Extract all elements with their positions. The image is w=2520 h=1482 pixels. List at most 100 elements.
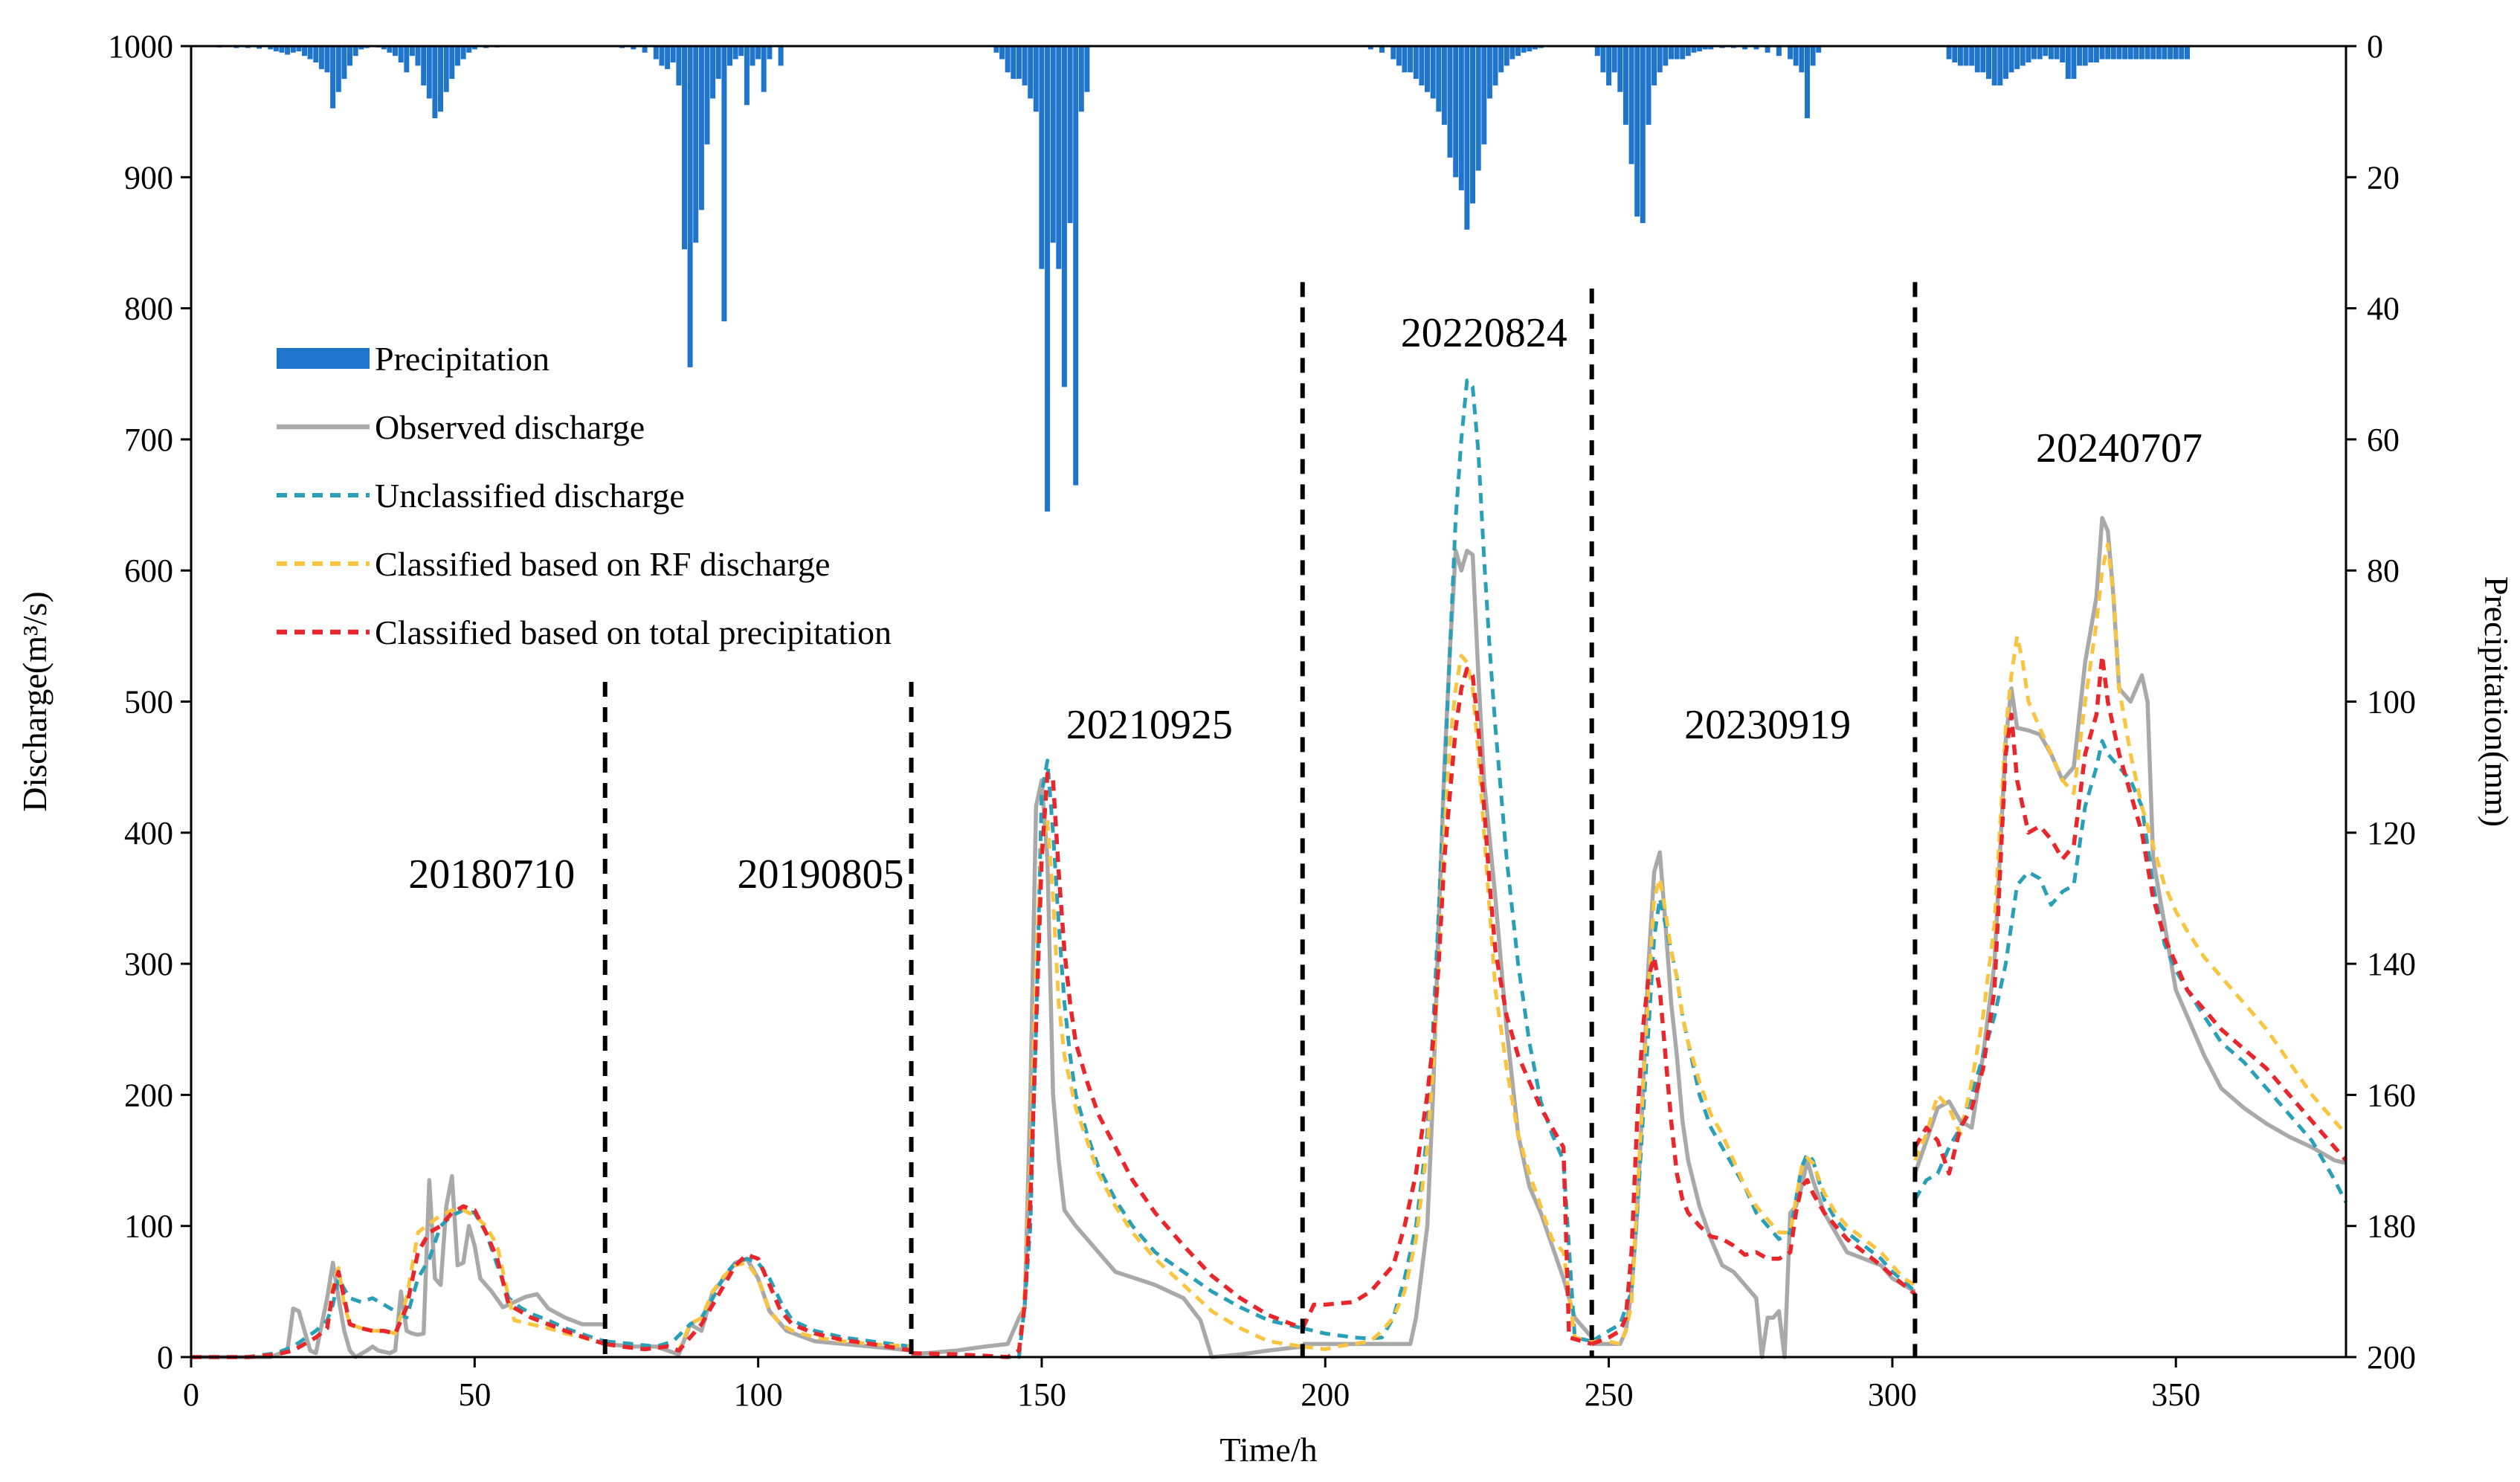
precip-bar [999, 46, 1005, 59]
series-line-tp [911, 771, 1303, 1359]
precip-bar [1799, 46, 1805, 73]
precip-bar [347, 46, 352, 66]
precip-bar [2179, 46, 2185, 59]
event-label: 20210925 [1066, 702, 1233, 748]
precip-bar [398, 46, 404, 62]
x-tick-label: 200 [1301, 1376, 1350, 1413]
y2-tick-label: 40 [2367, 291, 2400, 327]
precip-bar [1436, 46, 1442, 112]
series-tp [191, 654, 2348, 1359]
x-tick-label: 150 [1017, 1376, 1066, 1413]
precip-bar [1515, 46, 1521, 57]
precip-bar [2008, 46, 2014, 73]
y2-tick-label: 160 [2367, 1077, 2416, 1113]
precip-bar [415, 46, 421, 66]
precip-bar [1991, 46, 1997, 86]
precip-bar [1680, 46, 1686, 59]
precip-bar [285, 46, 291, 55]
precip-bar [1957, 46, 1963, 66]
precip-bar [1022, 46, 1028, 86]
precip-bar [1396, 46, 1402, 66]
y-tick-label: 500 [124, 684, 173, 721]
event-label: 20180710 [408, 851, 575, 898]
x-tick-label: 50 [458, 1376, 491, 1413]
precip-bar [2065, 46, 2071, 80]
precip-bar [1532, 46, 1538, 50]
precip-bar [767, 46, 773, 59]
precip-bar [1611, 46, 1617, 73]
precip-bar [1708, 46, 1714, 50]
x-tick-label: 300 [1868, 1376, 1917, 1413]
precip-bar [268, 46, 274, 50]
y2-tick-label: 200 [2367, 1339, 2416, 1376]
precip-bar [296, 46, 302, 52]
y-tick-label: 300 [124, 946, 173, 982]
precip-bar [1061, 46, 1067, 387]
precip-bar [1765, 46, 1770, 53]
precip-bar [2060, 46, 2066, 62]
precip-bar [1447, 46, 1453, 158]
precip-bar [1776, 46, 1782, 57]
legend-item-rf: Classified based on RF discharge [277, 545, 830, 583]
x-axis-title: Time/h [1219, 1431, 1317, 1469]
precip-bar [1974, 46, 1980, 73]
precip-bar [1039, 46, 1045, 269]
precip-bar [273, 46, 279, 52]
precip-bar [1986, 46, 1991, 80]
y2-tick-label: 60 [2367, 422, 2400, 458]
legend-label: Classified based on RF discharge [375, 545, 830, 583]
precip-bar [1651, 46, 1657, 86]
precip-bar [1492, 46, 1498, 86]
precip-bar [302, 46, 307, 57]
precip-bar [993, 46, 999, 53]
precip-bar [466, 46, 472, 53]
precip-bar [1810, 46, 1816, 66]
precipitation-bars [216, 46, 2190, 512]
precip-bar [1788, 46, 1794, 59]
precip-bar [721, 46, 727, 322]
precip-bar [1946, 46, 1952, 59]
precip-bar [404, 46, 410, 73]
precip-bar [687, 46, 693, 367]
precip-bar [1646, 46, 1651, 125]
legend-label: Unclassified discharge [375, 477, 685, 515]
precip-bar [1413, 46, 1419, 80]
precip-bar [443, 46, 449, 92]
precip-bar [698, 46, 704, 210]
y2-tick-label: 140 [2367, 946, 2416, 982]
y-tick-label: 400 [124, 815, 173, 851]
precip-bar [1056, 46, 1062, 269]
precip-bar [1606, 46, 1612, 86]
y2-tick-label: 80 [2367, 552, 2400, 589]
precip-bar [1073, 46, 1079, 486]
precip-bar [1402, 46, 1408, 73]
precip-bar [1685, 46, 1691, 57]
precip-bar [1045, 46, 1051, 512]
y2-tick-label: 100 [2367, 684, 2416, 721]
precip-bar [2122, 46, 2128, 59]
precip-bar [1594, 46, 1600, 57]
precip-bar [1657, 46, 1663, 73]
series-line-uncl [605, 1257, 912, 1349]
precip-bar [2133, 46, 2139, 59]
precip-bar [693, 46, 699, 243]
precip-bar [1691, 46, 1697, 53]
series-line-uncl [191, 1208, 606, 1359]
legend-label: Observed discharge [375, 408, 645, 446]
legend-item-tp: Classified based on total precipitation [277, 613, 892, 651]
legend-swatch-precip [277, 348, 370, 369]
y2-tick-label: 180 [2367, 1208, 2416, 1245]
precip-bar [324, 46, 330, 73]
precip-bar [682, 46, 687, 250]
precip-bar [2116, 46, 2122, 59]
series-line-rf [1302, 654, 1593, 1351]
precip-bar [710, 46, 716, 99]
legend-item-precip: Precipitation [277, 340, 550, 378]
precip-bar [449, 46, 455, 80]
precip-bar [2026, 46, 2031, 62]
y-tick-label: 1000 [108, 28, 173, 65]
plot-area [191, 46, 2346, 1357]
precip-bar [352, 46, 358, 57]
precip-bar [1816, 46, 1822, 53]
precip-bar [2071, 46, 2077, 80]
